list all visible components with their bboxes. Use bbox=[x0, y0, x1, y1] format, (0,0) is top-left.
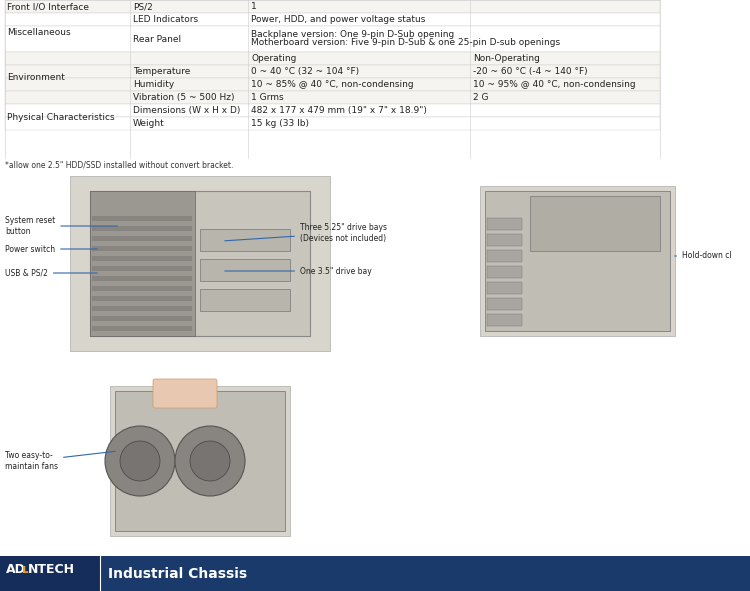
Text: One 3.5" drive bay: One 3.5" drive bay bbox=[225, 267, 372, 275]
Bar bbox=[5, 26, 660, 52]
Text: Physical Characteristics: Physical Characteristics bbox=[7, 112, 115, 122]
Text: Three 5.25" drive bays
(Devices not included): Three 5.25" drive bays (Devices not incl… bbox=[225, 223, 387, 243]
Circle shape bbox=[190, 441, 230, 481]
FancyBboxPatch shape bbox=[70, 176, 330, 351]
Text: Temperature: Temperature bbox=[133, 67, 190, 76]
Bar bbox=[92, 226, 192, 231]
Bar bbox=[115, 391, 285, 531]
Bar bbox=[92, 286, 192, 291]
FancyBboxPatch shape bbox=[153, 379, 217, 408]
Bar bbox=[5, 0, 660, 13]
Bar bbox=[5, 104, 660, 117]
Text: USB & PS/2: USB & PS/2 bbox=[5, 268, 98, 278]
Text: Front I/O Interface: Front I/O Interface bbox=[7, 2, 89, 11]
Bar bbox=[92, 256, 192, 261]
Text: Two easy-to-
maintain fans: Two easy-to- maintain fans bbox=[5, 452, 116, 470]
Circle shape bbox=[120, 441, 160, 481]
Text: Motherboard version: Five 9-pin D-Sub & one 25-pin D-sub openings: Motherboard version: Five 9-pin D-Sub & … bbox=[251, 38, 560, 47]
Circle shape bbox=[105, 426, 175, 496]
Bar bbox=[92, 266, 192, 271]
Text: 0 ~ 40 °C (32 ~ 104 °F): 0 ~ 40 °C (32 ~ 104 °F) bbox=[251, 67, 359, 76]
Text: 1: 1 bbox=[251, 2, 257, 11]
Bar bbox=[5, 78, 660, 91]
Text: -20 ~ 60 °C (-4 ~ 140 °F): -20 ~ 60 °C (-4 ~ 140 °F) bbox=[473, 67, 588, 76]
Text: 482 x 177 x 479 mm (19" x 7" x 18.9"): 482 x 177 x 479 mm (19" x 7" x 18.9") bbox=[251, 106, 427, 115]
Bar bbox=[530, 196, 660, 251]
Text: 2 G: 2 G bbox=[473, 93, 488, 102]
Text: Backplane version: One 9-pin D-Sub opening: Backplane version: One 9-pin D-Sub openi… bbox=[251, 30, 454, 39]
Text: 1 Grms: 1 Grms bbox=[251, 93, 284, 102]
Text: ʟ: ʟ bbox=[22, 563, 28, 576]
Text: 10 ~ 85% @ 40 °C, non-condensing: 10 ~ 85% @ 40 °C, non-condensing bbox=[251, 80, 414, 89]
Bar bbox=[92, 296, 192, 301]
Bar bbox=[90, 191, 310, 336]
Bar bbox=[487, 250, 522, 262]
Text: *allow one 2.5" HDD/SSD installed without convert bracket.: *allow one 2.5" HDD/SSD installed withou… bbox=[5, 161, 233, 170]
Bar bbox=[0, 556, 100, 591]
Bar bbox=[5, 52, 660, 65]
Bar bbox=[0, 556, 750, 591]
Circle shape bbox=[175, 426, 245, 496]
Text: Miscellaneous: Miscellaneous bbox=[7, 28, 70, 37]
Bar bbox=[110, 386, 290, 536]
Text: PS/2: PS/2 bbox=[133, 2, 153, 11]
Text: Vibration (5 ~ 500 Hz): Vibration (5 ~ 500 Hz) bbox=[133, 93, 235, 102]
Bar bbox=[200, 229, 290, 251]
Bar bbox=[485, 191, 670, 331]
Text: Non-Operating: Non-Operating bbox=[473, 54, 540, 63]
Text: AD: AD bbox=[6, 563, 26, 576]
Bar bbox=[487, 282, 522, 294]
Text: LED Indicators: LED Indicators bbox=[133, 15, 198, 24]
Text: Weight: Weight bbox=[133, 119, 165, 128]
Bar bbox=[200, 289, 290, 311]
Bar bbox=[92, 276, 192, 281]
Bar bbox=[487, 234, 522, 246]
Bar bbox=[487, 266, 522, 278]
Text: Environment: Environment bbox=[7, 73, 64, 83]
Bar bbox=[92, 216, 192, 221]
Text: Operating: Operating bbox=[251, 54, 296, 63]
Bar bbox=[5, 91, 660, 104]
Text: Power, HDD, and power voltage status: Power, HDD, and power voltage status bbox=[251, 15, 425, 24]
Text: System reset
button: System reset button bbox=[5, 216, 117, 236]
Bar bbox=[90, 191, 195, 336]
Text: Industrial Chassis: Industrial Chassis bbox=[108, 567, 248, 580]
Bar bbox=[5, 117, 660, 130]
Bar bbox=[92, 246, 192, 251]
Bar bbox=[200, 259, 290, 281]
Text: 15 kg (33 lb): 15 kg (33 lb) bbox=[251, 119, 309, 128]
Bar bbox=[92, 316, 192, 321]
Bar bbox=[92, 236, 192, 241]
Bar bbox=[5, 65, 660, 78]
Text: 10 ~ 95% @ 40 °C, non-condensing: 10 ~ 95% @ 40 °C, non-condensing bbox=[473, 80, 635, 89]
Text: Rear Panel: Rear Panel bbox=[133, 34, 182, 44]
Bar bbox=[5, 13, 660, 26]
Text: Humidity: Humidity bbox=[133, 80, 174, 89]
Bar bbox=[487, 314, 522, 326]
Bar bbox=[92, 306, 192, 311]
Bar bbox=[487, 298, 522, 310]
Text: Hold-down cl: Hold-down cl bbox=[675, 252, 731, 261]
Text: Power switch: Power switch bbox=[5, 245, 98, 254]
Bar bbox=[92, 326, 192, 331]
Text: NTECH: NTECH bbox=[28, 563, 75, 576]
Bar bbox=[487, 218, 522, 230]
Bar bbox=[480, 186, 675, 336]
Text: Dimensions (W x H x D): Dimensions (W x H x D) bbox=[133, 106, 240, 115]
